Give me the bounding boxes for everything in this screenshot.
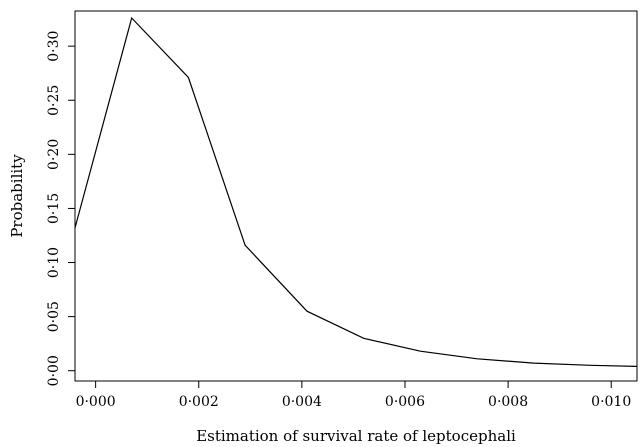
x-tick-label: 0·002 <box>179 394 219 410</box>
series-line <box>74 16 638 367</box>
y-tick-label: 0·10 <box>46 247 62 278</box>
y-tick-label: 0·30 <box>46 31 62 62</box>
plot-frame <box>74 10 638 382</box>
x-axis-ticks: 0·000 0·002 0·004 0·006 0·008 0·010 <box>76 381 631 410</box>
x-tick-label: 0·000 <box>76 394 116 410</box>
y-tick-label: 0·25 <box>46 85 62 116</box>
x-tick-label: 0·006 <box>385 394 425 410</box>
x-tick-label: 0·008 <box>488 394 528 410</box>
y-axis-title: Probability <box>8 154 26 238</box>
y-tick-label: 0·00 <box>46 355 62 386</box>
y-tick-label: 0·05 <box>46 301 62 332</box>
x-tick-label: 0·010 <box>591 394 631 410</box>
x-tick-label: 0·004 <box>282 394 322 410</box>
y-tick-label: 0·20 <box>46 139 62 170</box>
y-axis-ticks: 0·00 0·05 0·10 0·15 0·20 0·25 0·30 <box>46 31 75 386</box>
y-tick-label: 0·15 <box>46 193 62 224</box>
x-axis-title: Estimation of survival rate of leptoceph… <box>196 427 516 445</box>
